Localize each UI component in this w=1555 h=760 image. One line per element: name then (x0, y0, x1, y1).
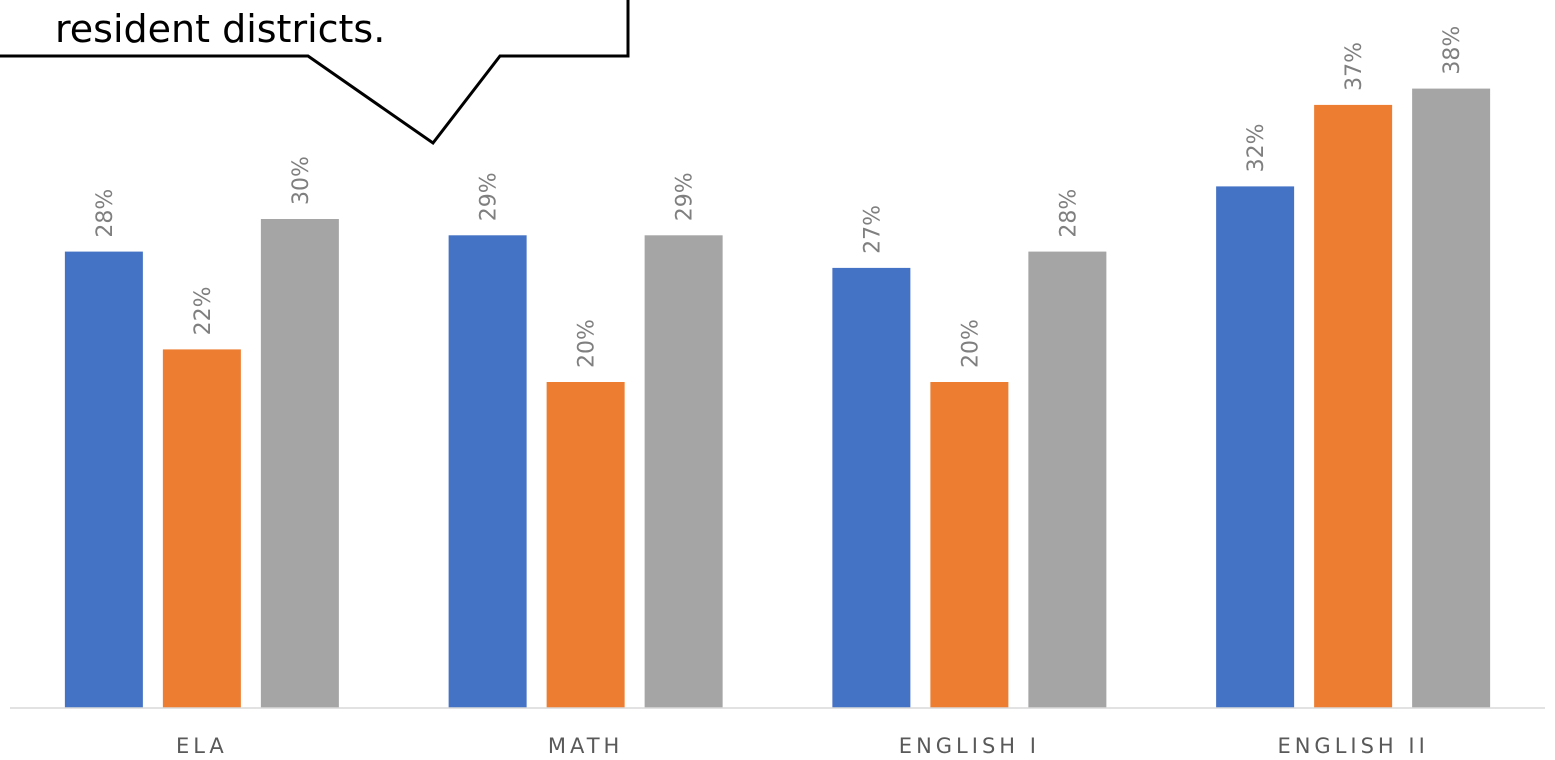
bar-english-i-series-2 (930, 382, 1009, 708)
x-tick-label: ENGLISH II (1277, 734, 1428, 758)
bar-english-i-series-3 (1028, 251, 1107, 708)
data-label: 30% (289, 156, 314, 205)
bar-english-ii-series-2 (1314, 104, 1393, 708)
bar-ela-series-1 (64, 251, 143, 708)
bar-english-ii-series-1 (1216, 186, 1295, 708)
callout-bubble (0, 0, 630, 146)
data-labels-layer: 28% 22% 30% 29% 20% 29% 27% 20% 28% 32% 37% 38% (93, 26, 1465, 368)
data-label: 38% (1440, 26, 1465, 75)
bar-english-ii-series-3 (1412, 88, 1491, 709)
data-label: 28% (93, 189, 118, 238)
x-tick-label: MATH (548, 734, 623, 758)
data-label: 22% (191, 286, 216, 335)
data-label: 32% (1244, 123, 1269, 172)
callout-text: resident districts. (55, 7, 385, 51)
data-label: 29% (477, 172, 502, 221)
data-label: 28% (1056, 189, 1081, 238)
x-tick-labels-layer: ELA MATH ENGLISH I ENGLISH II (176, 734, 1428, 758)
bar-math-series-1 (448, 235, 527, 709)
data-label: 27% (860, 205, 885, 254)
bar-math-series-3 (644, 235, 723, 709)
x-tick-label: ENGLISH I (899, 734, 1040, 758)
x-tick-label: ELA (176, 734, 228, 758)
bar-math-series-2 (546, 382, 625, 708)
data-label: 29% (673, 172, 698, 221)
speech-callout: resident districts. (0, 0, 630, 146)
bars-layer (64, 88, 1491, 709)
bar-english-i-series-1 (832, 267, 911, 708)
data-label: 37% (1342, 42, 1367, 91)
data-label: 20% (958, 319, 983, 368)
bar-ela-series-3 (260, 219, 339, 708)
data-label: 20% (575, 319, 600, 368)
bar-ela-series-2 (162, 349, 241, 708)
